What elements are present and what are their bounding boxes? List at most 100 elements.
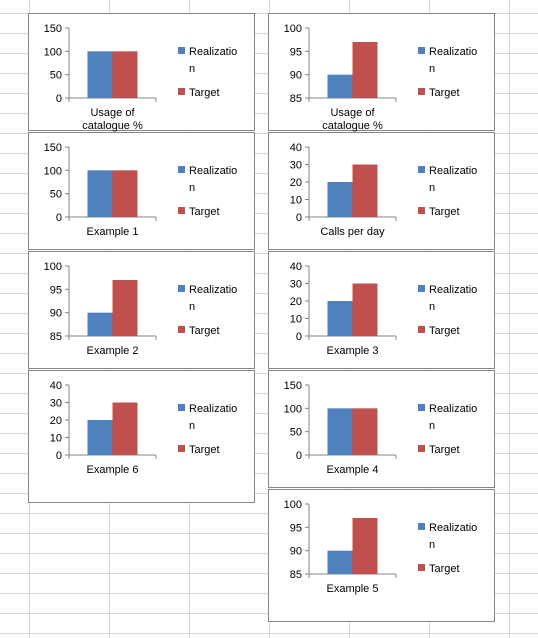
chart-svg: 85 90 95 100 Example 5 Realizatio n Target [284, 499, 478, 595]
bar-target[interactable] [112, 51, 138, 98]
bar-target[interactable] [352, 518, 378, 574]
y-tick-label: 30 [290, 279, 302, 291]
chart-example-6[interactable]: 0 10 20 30 40 Example 6 Realizatio n Target [28, 370, 255, 503]
y-tick-label: 90 [290, 70, 302, 82]
y-tick-label: 0 [56, 93, 62, 105]
bar-target[interactable] [112, 170, 138, 217]
chart-svg: 0 10 20 30 40 Example 6 Realizatio n Target [50, 380, 238, 476]
category-label: Calls per day [320, 226, 385, 238]
legend-label-realization-wrap: n [429, 539, 435, 551]
y-tick-label: 10 [290, 314, 302, 326]
bar-realization[interactable] [87, 420, 113, 455]
legend-label-realization-wrap: n [429, 63, 435, 75]
category-label: Example 1 [87, 226, 139, 238]
legend-swatch-realization [418, 47, 425, 54]
legend-label-realization: Realizatio [189, 165, 237, 177]
y-tick-label: 50 [50, 70, 62, 82]
legend-swatch-target [178, 326, 185, 333]
legend-swatch-target [178, 88, 185, 95]
bar-target[interactable] [352, 408, 378, 455]
y-tick-label: 0 [56, 212, 62, 224]
legend-swatch-realization [178, 166, 185, 173]
legend-swatch-target [178, 445, 185, 452]
y-tick-label: 150 [284, 380, 302, 392]
y-tick-label: 100 [44, 46, 62, 58]
legend-swatch-realization [178, 285, 185, 292]
chart-svg: 0 50 100 150 Example 1 Realizatio n Target [44, 142, 238, 238]
y-tick-label: 95 [290, 522, 302, 534]
legend-label-target: Target [429, 444, 460, 456]
y-tick-label: 100 [284, 403, 302, 415]
legend-label-target: Target [429, 206, 460, 218]
y-tick-label: 40 [290, 142, 302, 154]
legend-label-target: Target [429, 325, 460, 337]
y-tick-label: 20 [290, 177, 302, 189]
category-label: Example 4 [327, 464, 379, 476]
bar-target[interactable] [352, 164, 378, 218]
bar-realization[interactable] [87, 170, 113, 217]
category-label: catalogue % [322, 120, 383, 132]
y-tick-label: 85 [290, 93, 302, 105]
legend-label-realization-wrap: n [189, 301, 195, 313]
bar-target[interactable] [352, 283, 378, 337]
legend-label-realization-wrap: n [189, 420, 195, 432]
bar-realization[interactable] [327, 74, 353, 98]
legend-label-realization-wrap: n [429, 301, 435, 313]
bar-realization[interactable] [327, 182, 353, 217]
y-tick-label: 30 [290, 160, 302, 172]
legend-label-realization: Realizatio [429, 403, 477, 415]
legend-label-realization-wrap: n [429, 182, 435, 194]
legend-swatch-realization [418, 523, 425, 530]
legend-label-target: Target [429, 87, 460, 99]
y-tick-label: 95 [50, 284, 62, 296]
y-tick-label: 90 [50, 308, 62, 320]
bar-target[interactable] [112, 280, 138, 336]
bar-realization[interactable] [327, 550, 353, 574]
y-tick-label: 90 [290, 546, 302, 558]
legend-label-realization: Realizatio [189, 403, 237, 415]
y-tick-label: 100 [44, 165, 62, 177]
chart-calls-per-day[interactable]: 0 10 20 30 40 Calls per day Realizatio n Target [268, 132, 495, 250]
bar-realization[interactable] [87, 312, 113, 336]
legend-label-realization: Realizatio [429, 46, 477, 58]
category-label: Example 2 [87, 345, 139, 357]
legend-swatch-realization [418, 404, 425, 411]
bar-realization[interactable] [87, 51, 113, 98]
bar-realization[interactable] [327, 408, 353, 455]
bar-target[interactable] [112, 402, 138, 456]
y-tick-label: 10 [50, 433, 62, 445]
chart-example-5[interactable]: 85 90 95 100 Example 5 Realizatio n Target [268, 489, 495, 622]
bar-realization[interactable] [327, 301, 353, 336]
chart-usage-of-catalogue-1[interactable]: 0 50 100 150 Usage of catalogue % Realizatio n T… [28, 13, 255, 132]
y-tick-label: 40 [290, 261, 302, 273]
y-tick-label: 30 [50, 398, 62, 410]
legend-label-realization: Realizatio [189, 284, 237, 296]
chart-example-3[interactable]: 0 10 20 30 40 Example 3 Realizatio n Target [268, 251, 495, 369]
legend-swatch-realization [418, 285, 425, 292]
category-label: Usage of [90, 107, 135, 119]
y-tick-label: 95 [290, 46, 302, 58]
legend-swatch-realization [178, 47, 185, 54]
legend-swatch-target [418, 564, 425, 571]
y-tick-label: 100 [284, 499, 302, 511]
chart-example-4[interactable]: 0 50 100 150 Example 4 Realizatio n Target [268, 370, 495, 488]
bar-target[interactable] [352, 42, 378, 98]
chart-usage-of-catalogue-2[interactable]: 85 90 95 100 Usage of catalogue % Realizatio n T… [268, 13, 495, 132]
chart-example-1[interactable]: 0 50 100 150 Example 1 Realizatio n Target [28, 132, 255, 250]
y-tick-label: 85 [50, 331, 62, 343]
chart-example-2[interactable]: 85 90 95 100 Example 2 Realizatio n Target [28, 251, 255, 369]
y-tick-label: 100 [284, 23, 302, 35]
category-label: Example 6 [87, 464, 139, 476]
legend-label-realization-wrap: n [429, 420, 435, 432]
legend-label-target: Target [189, 325, 220, 337]
category-label: catalogue % [82, 120, 143, 132]
category-label: Usage of [330, 107, 375, 119]
y-tick-label: 0 [296, 212, 302, 224]
legend-swatch-target [418, 445, 425, 452]
y-tick-label: 20 [290, 296, 302, 308]
y-tick-label: 150 [44, 23, 62, 35]
category-label: Example 3 [327, 345, 379, 357]
legend-label-realization-wrap: n [189, 182, 195, 194]
